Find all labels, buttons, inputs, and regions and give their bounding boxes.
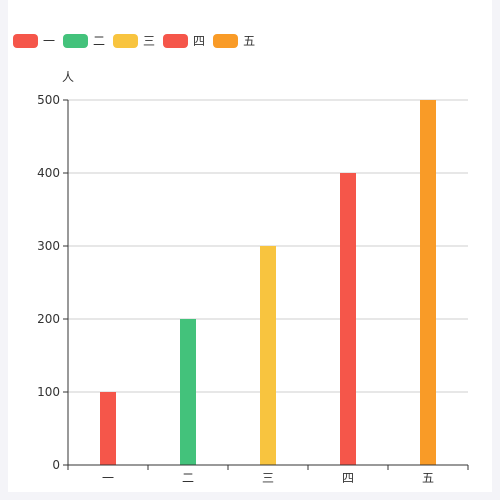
y-tick-label: 0 bbox=[52, 458, 60, 472]
legend-swatch-2 bbox=[63, 34, 89, 48]
bar-4[interactable] bbox=[340, 173, 356, 465]
axis-layer: 0 100 200 300 400 500 一 二 三 四 五 bbox=[37, 93, 469, 485]
legend-swatch-1 bbox=[13, 34, 38, 48]
legend-label-4: 四 bbox=[193, 34, 206, 48]
legend-label-5: 五 bbox=[243, 34, 256, 48]
legend-label-2: 二 bbox=[93, 34, 106, 48]
legend-swatch-5 bbox=[213, 34, 239, 48]
legend-swatch-4 bbox=[163, 34, 189, 48]
bar-2[interactable] bbox=[180, 319, 196, 465]
y-tick-label: 400 bbox=[37, 166, 60, 180]
left-strip bbox=[0, 0, 8, 500]
legend: 一 二 三 四 五 bbox=[13, 32, 263, 50]
y-tick-label: 500 bbox=[37, 93, 60, 107]
legend-item-5[interactable]: 五 bbox=[213, 32, 255, 50]
x-tick-label: 四 bbox=[342, 471, 354, 485]
y-axis-title: 人 bbox=[62, 70, 74, 84]
legend-swatch-3 bbox=[113, 34, 139, 48]
x-tick-label: 三 bbox=[262, 471, 274, 485]
bar-3[interactable] bbox=[260, 246, 276, 465]
legend-label-1: 一 bbox=[43, 34, 56, 48]
bar-layer bbox=[100, 100, 436, 465]
x-tick-label: 五 bbox=[422, 471, 434, 485]
legend-label-3: 三 bbox=[143, 34, 156, 48]
y-tick-label: 100 bbox=[37, 385, 60, 399]
x-tick-label: 一 bbox=[102, 471, 114, 485]
legend-item-3[interactable]: 三 bbox=[113, 32, 155, 50]
y-tick-label: 200 bbox=[37, 312, 60, 326]
y-tick-label: 300 bbox=[37, 239, 60, 253]
bar-5[interactable] bbox=[420, 100, 436, 465]
legend-item-1[interactable]: 一 bbox=[13, 32, 55, 50]
legend-item-4[interactable]: 四 bbox=[163, 32, 205, 50]
bar-1[interactable] bbox=[100, 392, 116, 465]
x-tick-label: 二 bbox=[182, 471, 194, 485]
legend-item-2[interactable]: 二 bbox=[63, 32, 105, 50]
